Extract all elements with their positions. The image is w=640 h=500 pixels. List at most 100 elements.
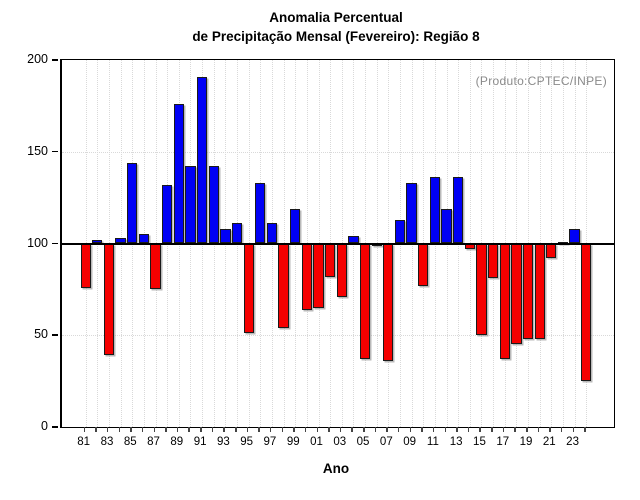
bar-05	[359, 243, 371, 360]
bar-85	[127, 162, 138, 244]
x-axis-tick	[572, 427, 575, 432]
bar-83	[103, 243, 115, 356]
x-tick-label: 83	[100, 436, 114, 448]
chart-title: Anomalia Percentual de Precipitação Mens…	[32, 8, 640, 46]
x-tick-label: 03	[333, 436, 347, 448]
bar-03	[336, 243, 347, 297]
x-axis-tick	[269, 427, 272, 432]
x-tick-label: 17	[496, 436, 510, 448]
x-axis-tick	[165, 427, 167, 432]
x-axis-tick	[316, 427, 318, 432]
x-axis-tick	[328, 427, 330, 432]
bar-88	[162, 184, 173, 244]
x-tick-label: 09	[403, 436, 416, 448]
x-tick-label: 95	[240, 436, 254, 448]
bar-95	[243, 243, 254, 334]
bar-10	[418, 243, 429, 286]
x-axis-tick	[293, 427, 295, 432]
bar-97	[266, 223, 278, 244]
bar-00	[301, 243, 312, 310]
x-axis-tick	[200, 427, 202, 432]
bar-18	[511, 243, 522, 345]
bar-12	[441, 208, 452, 244]
x-axis-tick	[467, 427, 470, 432]
x-axis-tick	[374, 427, 377, 432]
x-axis-tick	[235, 427, 237, 432]
bar-98	[278, 243, 289, 328]
y-tick-label: 0	[41, 419, 48, 433]
bar-19	[522, 243, 534, 339]
bar-07	[383, 243, 394, 361]
bar-16	[487, 243, 499, 279]
x-axis-tick	[491, 427, 493, 432]
x-tick-label: 99	[286, 436, 300, 448]
x-axis-tick	[211, 427, 214, 432]
bar-21	[546, 243, 557, 259]
product-annotation: (Produto:CPTEC/INPE)	[475, 74, 607, 88]
bar-90	[185, 166, 196, 244]
x-tick-label: 87	[147, 436, 160, 448]
bar-08	[394, 219, 406, 244]
x-axis-tick	[83, 427, 86, 432]
x-axis-tick	[339, 427, 342, 432]
x-tick-label: 23	[566, 436, 579, 448]
x-axis-tick	[246, 427, 249, 432]
x-axis-tick	[549, 427, 551, 432]
x-tick-label: 05	[356, 436, 370, 448]
bar-23	[569, 228, 580, 244]
bar-11	[429, 177, 441, 244]
plot-area: (Produto:CPTEC/INPE)	[60, 59, 615, 428]
y-axis-tick	[52, 150, 58, 153]
x-tick-label: 07	[379, 436, 393, 448]
x-axis-tick	[130, 427, 132, 432]
x-axis-tick	[363, 427, 365, 432]
x-axis-tick	[456, 427, 458, 432]
x-tick-label: 01	[310, 436, 323, 448]
x-axis-tick	[223, 427, 225, 432]
x-axis-tick	[537, 427, 540, 432]
x-axis-tick	[502, 427, 505, 432]
bar-09	[406, 182, 417, 244]
x-tick-label: 97	[263, 436, 277, 448]
bar-15	[476, 243, 487, 336]
x-axis-tick	[386, 427, 388, 432]
horizontal-gridline	[62, 335, 614, 337]
y-axis-tick	[52, 242, 58, 244]
bar-02	[324, 243, 336, 277]
x-axis-tick	[281, 427, 284, 432]
bar-91	[196, 76, 208, 244]
x-axis-tick	[409, 427, 412, 432]
x-tick-label: 85	[123, 436, 137, 448]
x-tick-label: 13	[449, 436, 463, 448]
x-tick-label: 93	[216, 436, 230, 448]
bar-13	[453, 177, 464, 244]
x-tick-label: 21	[542, 436, 556, 448]
x-axis-tick	[584, 427, 586, 432]
y-axis-tick	[52, 59, 58, 61]
x-axis-tick	[526, 427, 528, 432]
x-axis-tick	[421, 427, 423, 432]
bar-94	[231, 223, 243, 244]
x-axis-tick	[106, 427, 109, 432]
x-axis-tick	[153, 427, 156, 432]
horizontal-gridline	[62, 151, 614, 153]
bar-24	[581, 243, 592, 382]
y-tick-label: 50	[34, 327, 48, 342]
x-axis-tick	[188, 427, 190, 432]
y-axis-tick	[52, 426, 58, 428]
y-tick-label: 150	[27, 143, 48, 158]
x-axis-tick	[479, 427, 481, 432]
bar-20	[534, 243, 545, 339]
bar-89	[173, 104, 184, 244]
x-axis-title: Ano	[322, 461, 350, 476]
x-axis-tick	[514, 427, 516, 432]
x-axis-tick	[560, 427, 563, 432]
bar-92	[208, 166, 219, 244]
x-tick-label: 11	[426, 436, 439, 448]
chart-title-line2: de Precipitação Mensal (Fevereiro): Regi…	[192, 29, 480, 44]
x-tick-label: 81	[77, 436, 91, 448]
x-tick-label: 91	[193, 436, 207, 448]
bar-87	[150, 243, 161, 290]
x-axis-tick	[176, 427, 179, 432]
